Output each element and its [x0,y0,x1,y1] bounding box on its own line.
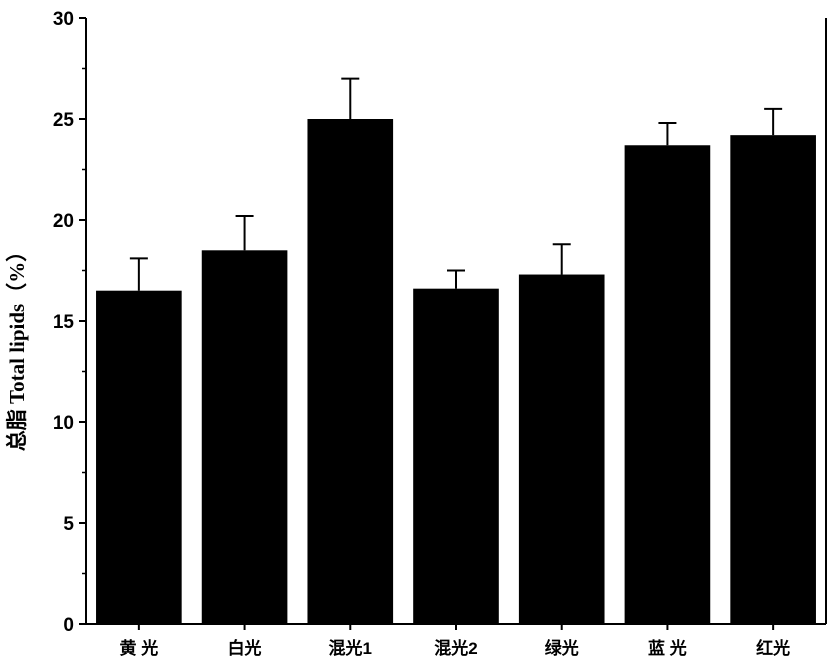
x-tick-label: 蓝 光 [648,638,687,658]
bar [730,135,816,624]
y-tick-label: 30 [53,9,74,30]
y-tick-label: 0 [63,615,74,636]
bar [96,290,182,624]
bar [518,274,605,624]
x-tick-label: 白光 [228,638,262,658]
bar [413,288,499,624]
plot-area: 0 5 10 15 20 25 30 黄 光 白光 混光1 混光2 绿光 蓝 光 红光 [53,9,827,658]
y-tick-label: 25 [53,110,75,131]
bar [307,119,394,624]
y-tick-label: 15 [53,312,75,333]
x-tick-label: 混光2 [434,638,477,658]
y-tick-label: 10 [53,413,74,434]
bar [624,145,711,624]
x-tick-label: 绿光 [545,638,579,658]
x-tick-label: 红光 [756,638,790,658]
y-tick-label: 5 [63,514,74,535]
x-tick-label: 黄 光 [119,638,158,658]
y-axis-label: 总脂 Total lipids（%） [5,241,29,451]
y-tick-label: 20 [53,211,74,232]
x-tick-label: 混光1 [329,638,372,658]
bar [201,250,288,625]
